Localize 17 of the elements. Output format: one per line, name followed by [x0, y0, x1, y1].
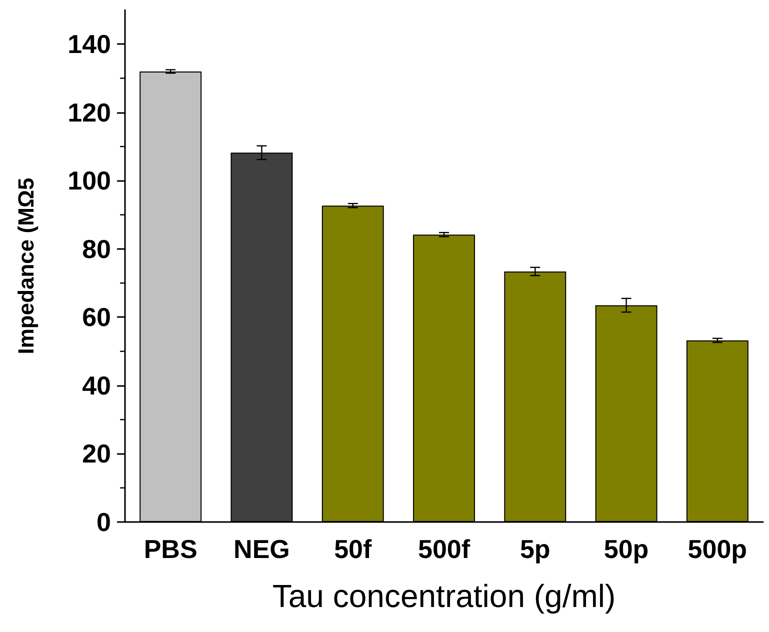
- y-axis-title: Impedance (MΩ5: [14, 178, 38, 354]
- x-tick-label: 500f: [418, 534, 470, 564]
- y-tick-label: 120: [68, 97, 111, 128]
- x-tick-label: 500p: [688, 534, 748, 564]
- x-tick-label: 50p: [604, 534, 649, 564]
- y-tick-label: 80: [82, 234, 111, 264]
- x-tick-label: 5p: [520, 534, 550, 564]
- y-tick-label: 0: [96, 507, 111, 537]
- x-tick-label: PBS: [144, 534, 198, 564]
- y-tick-label: 40: [82, 370, 111, 400]
- x-axis-title: Tau concentration (g/ml): [272, 578, 616, 614]
- y-tick-label: 20: [82, 438, 111, 469]
- x-tick-label: 50f: [334, 534, 372, 564]
- y-tick-label: 100: [68, 166, 111, 196]
- x-tick-label: NEG: [234, 534, 290, 564]
- y-tick-label: 60: [82, 302, 111, 332]
- y-tick-label: 140: [68, 29, 111, 60]
